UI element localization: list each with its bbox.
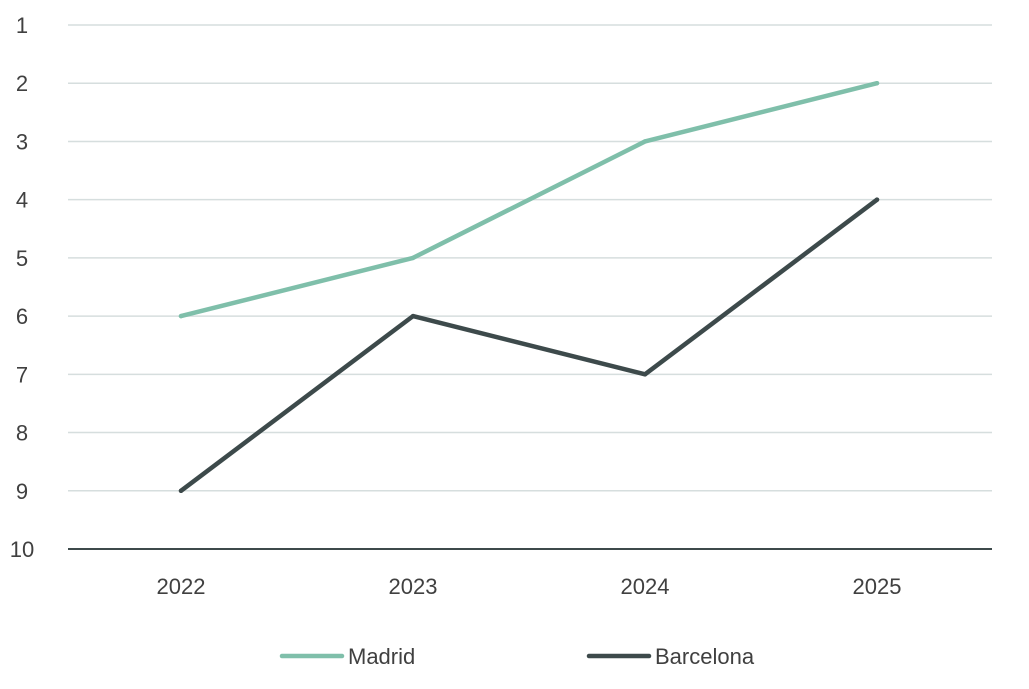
legend-label-madrid: Madrid	[348, 644, 415, 669]
y-tick-label: 7	[16, 362, 28, 387]
y-tick-label: 6	[16, 304, 28, 329]
data-point-barcelona	[178, 488, 184, 493]
y-tick-label: 10	[10, 537, 34, 562]
y-tick-label: 2	[16, 71, 28, 96]
series-layer	[178, 80, 880, 494]
grid-layer	[68, 24, 992, 492]
legend-label-barcelona: Barcelona	[655, 644, 755, 669]
y-tick-label: 4	[16, 188, 28, 213]
series-line-madrid	[178, 80, 880, 319]
y-tick-label: 5	[16, 246, 28, 271]
label-layer: 1 2 3 4 5 6 7 8 9 10 2022 2023 2024 2025	[10, 13, 902, 599]
legend: Madrid Barcelona	[279, 644, 755, 669]
data-point-barcelona	[642, 372, 648, 377]
data-point-madrid	[178, 313, 184, 319]
y-tick-label: 3	[16, 129, 28, 154]
data-point-barcelona	[410, 313, 416, 319]
data-point-madrid	[642, 139, 648, 144]
x-tick-label: 2023	[389, 574, 438, 599]
data-point-madrid	[410, 255, 416, 261]
series-line-barcelona	[178, 197, 880, 494]
data-point-madrid	[874, 81, 880, 86]
x-tick-label: 2024	[621, 574, 670, 599]
y-tick-label: 1	[16, 13, 28, 38]
x-tick-label: 2022	[157, 574, 206, 599]
y-tick-label: 8	[16, 421, 28, 446]
x-tick-label: 2025	[853, 574, 902, 599]
data-point-barcelona	[874, 197, 880, 202]
y-tick-label: 9	[16, 479, 28, 504]
